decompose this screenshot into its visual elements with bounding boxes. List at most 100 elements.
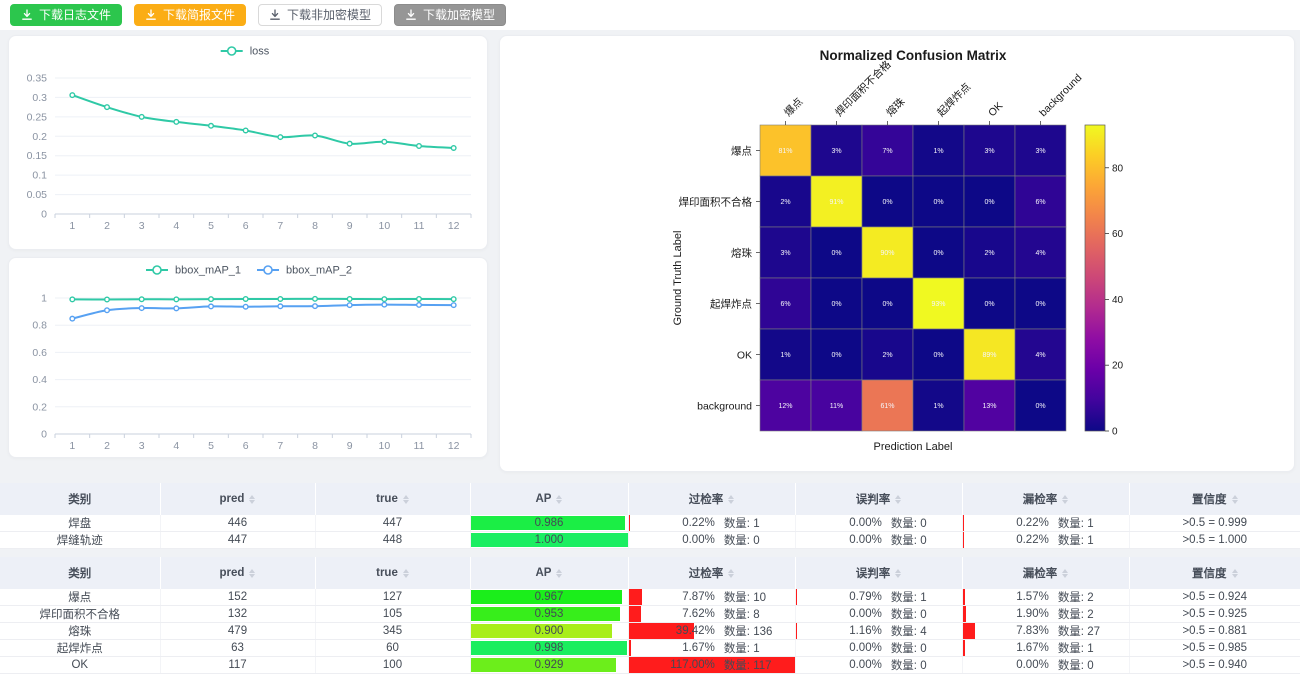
rate-percent: 39.42% [675, 625, 715, 637]
rate-percent: 0.00% [849, 534, 882, 546]
sort-icon[interactable] [1062, 568, 1069, 578]
col-header-4[interactable]: 过检率 [628, 483, 796, 515]
sort-icon[interactable] [1231, 494, 1238, 504]
cell-category: 焊盘 [0, 515, 161, 532]
cell-misjudge-rate: 0.79% 数量: 1 [795, 589, 963, 606]
matrix-cell [759, 379, 812, 432]
x-tick-label: 9 [347, 440, 353, 452]
rate-percent: 117.00% [670, 659, 715, 671]
colorbar [1084, 124, 1106, 432]
colorbar-tick-label: 20 [1112, 361, 1124, 372]
col-header-3[interactable]: AP [470, 483, 629, 515]
data-point [381, 296, 388, 303]
sort-icon[interactable] [249, 568, 256, 578]
sort-icon[interactable] [1062, 494, 1069, 504]
rate-bar [628, 606, 642, 622]
cell-pred: 117 [160, 656, 316, 674]
download-encrypted-model-button[interactable]: 下载加密模型 [394, 4, 507, 26]
matrix-cell-value: 6% [1035, 199, 1045, 206]
data-point [312, 132, 319, 139]
sort-icon[interactable] [556, 568, 563, 578]
sort-icon[interactable] [895, 494, 902, 504]
sort-icon[interactable] [895, 568, 902, 578]
data-point [173, 296, 180, 303]
matrix-cell-value: 4% [1035, 250, 1045, 257]
rate-count: 数量: 0 [890, 643, 927, 655]
data-point [138, 305, 145, 312]
sort-icon[interactable] [249, 494, 256, 504]
metrics-table: 类别 pred true AP 过检率 误判率 漏检率 置信度 爆点 152 127 0.967 7.8… [0, 557, 1300, 674]
matrix-cell [810, 328, 863, 381]
cell-miss-rate: 0.22% 数量: 1 [962, 531, 1130, 549]
ap-value: 0.953 [534, 608, 564, 620]
col-header-label: 类别 [68, 568, 92, 580]
col-header-label: 误判率 [855, 494, 891, 506]
rate-count: 数量: 1 [1057, 535, 1094, 547]
sort-icon[interactable] [402, 494, 409, 504]
matrix-cell [1014, 226, 1067, 279]
matrix-cell [912, 379, 965, 432]
matrix-cell-value: 11% [830, 403, 844, 410]
cell-ap: 1.000 [470, 531, 629, 549]
legend-item-bbox_mAP_1[interactable]: bbox_mAP_1 [146, 265, 241, 277]
cell-misjudge-rate: 0.00% 数量: 0 [795, 515, 963, 532]
matrix-cell [912, 226, 965, 279]
x-tick-label: 10 [378, 220, 390, 232]
col-header-5[interactable]: 误判率 [795, 483, 963, 515]
legend-item-bbox_mAP_2[interactable]: bbox_mAP_2 [257, 265, 352, 277]
data-point [69, 315, 76, 322]
matrix-cell [810, 277, 863, 330]
col-header-6[interactable]: 漏检率 [962, 483, 1130, 515]
ap-bar [470, 607, 621, 621]
sort-icon[interactable] [728, 494, 735, 504]
colorbar-tick-label: 0 [1112, 427, 1118, 438]
col-header-2[interactable]: true [315, 483, 471, 515]
x-tick-label: 5 [208, 440, 214, 452]
col-header-6[interactable]: 漏检率 [962, 557, 1130, 589]
table-header-row: 类别 pred true AP 过检率 误判率 漏检率 置信度 [0, 483, 1300, 515]
cell-miss-rate: 0.22% 数量: 1 [962, 515, 1130, 532]
matrix-cell [861, 226, 914, 279]
matrix-cell [1014, 277, 1067, 330]
col-header-1[interactable]: pred [160, 483, 316, 515]
legend-item-loss[interactable]: loss [220, 46, 270, 58]
download-unencrypted-model-button[interactable]: 下载非加密模型 [258, 4, 383, 26]
col-header-5[interactable]: 误判率 [795, 557, 963, 589]
sort-icon[interactable] [556, 494, 563, 504]
data-point [138, 113, 145, 120]
y-tick-label: 0.3 [32, 92, 47, 104]
col-header-1[interactable]: pred [160, 557, 316, 589]
cell-ap: 0.929 [470, 656, 629, 674]
data-point [450, 302, 457, 309]
col-header-7[interactable]: 置信度 [1129, 483, 1300, 515]
col-header-2[interactable]: true [315, 557, 471, 589]
main-content: 0 0.05 0.1 0.15 0.2 0.25 0.3 0.35 1 2 3 4 5 6 7 8 9 10 11 1… [0, 30, 1300, 472]
rate-bar [962, 606, 966, 622]
matrix-cell-value: 12% [778, 403, 792, 410]
loss-chart-card: 0 0.05 0.1 0.15 0.2 0.25 0.3 0.35 1 2 3 4 5 6 7 8 9 10 11 1… [8, 35, 488, 250]
download-brief-button[interactable]: 下载简报文件 [134, 4, 247, 26]
sort-icon[interactable] [1231, 568, 1238, 578]
rate-bar [962, 640, 966, 656]
sort-icon[interactable] [728, 568, 735, 578]
rate-count: 数量: 2 [1057, 592, 1094, 604]
col-header-4[interactable]: 过检率 [628, 557, 796, 589]
matrix-cell-value: 0% [831, 301, 841, 308]
matrix-cell [861, 124, 914, 177]
matrix-cell-value: 6% [780, 301, 790, 308]
download-icon [146, 9, 156, 20]
y-tick-label: 0.8 [32, 320, 47, 332]
col-header-3[interactable]: AP [470, 557, 629, 589]
rate-count: 数量: 1 [1057, 643, 1094, 655]
toolbar: 下载日志文件 下载简报文件 下载非加密模型 下载加密模型 [0, 0, 1300, 30]
col-header-label: 类别 [68, 494, 92, 506]
matrix-cell-value: 1% [933, 403, 943, 410]
y-tick-label: 0.05 [27, 189, 48, 201]
sort-icon[interactable] [402, 568, 409, 578]
data-point [346, 140, 353, 147]
cell-pred: 63 [160, 639, 316, 657]
col-header-7[interactable]: 置信度 [1129, 557, 1300, 589]
data-point [346, 295, 353, 302]
download-log-button[interactable]: 下载日志文件 [10, 4, 123, 26]
